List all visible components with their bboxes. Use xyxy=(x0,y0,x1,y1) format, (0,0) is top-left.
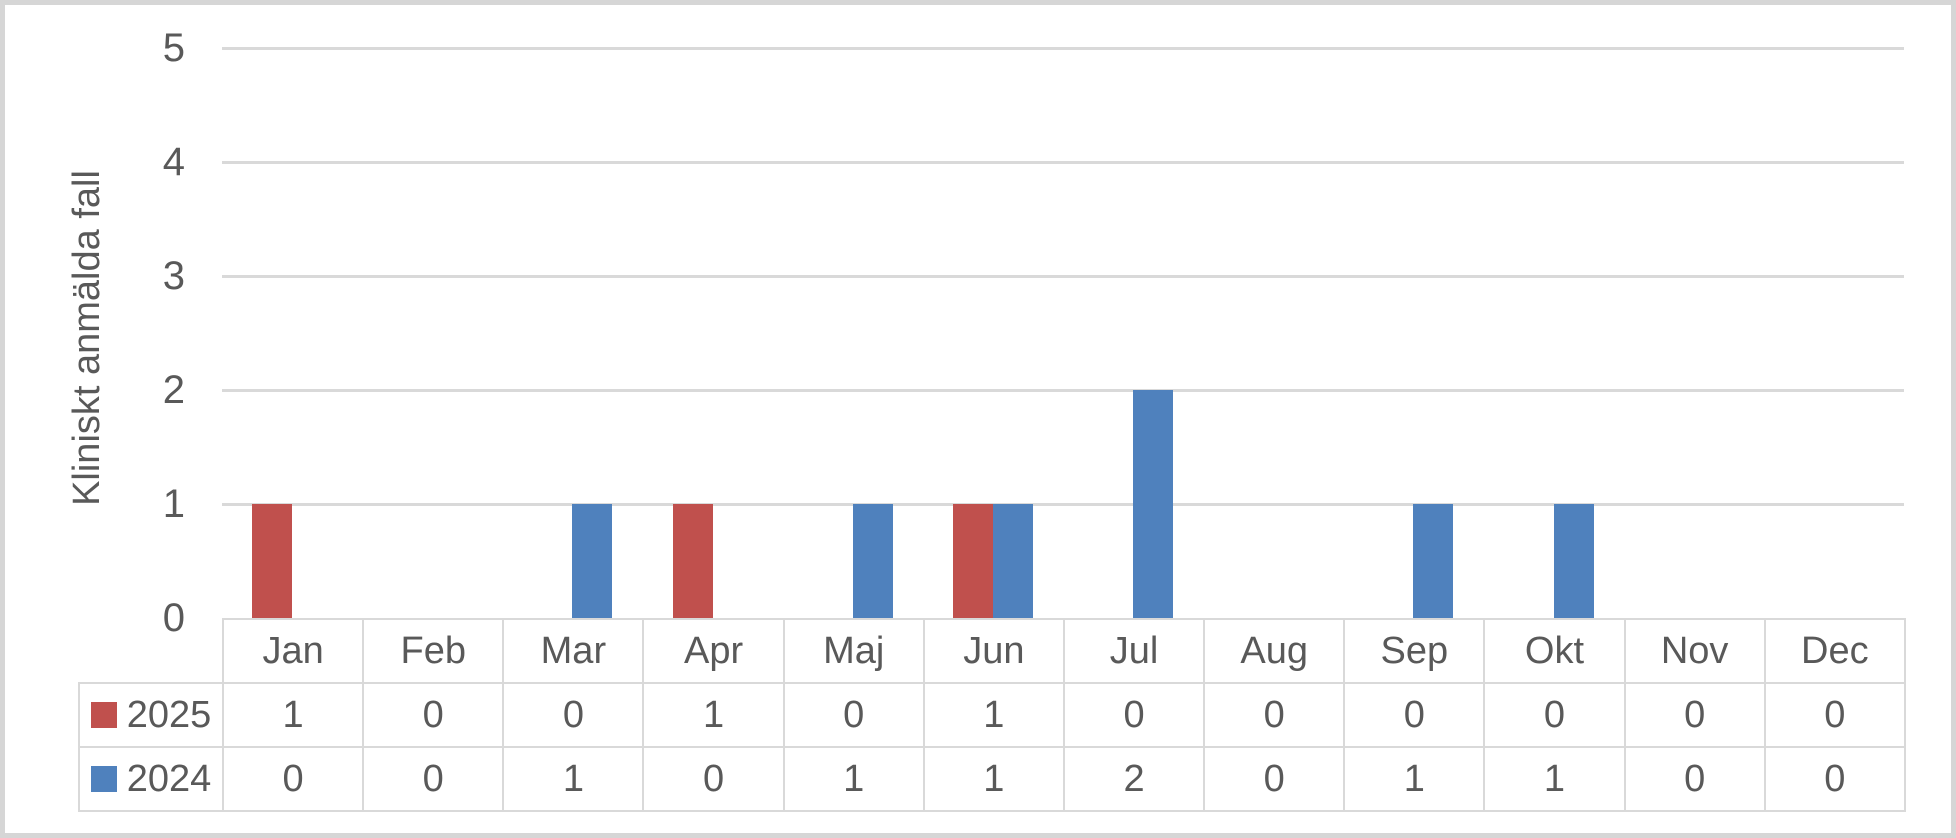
bar-2024-Mar xyxy=(572,504,612,618)
month-header-cell-Mar: Mar xyxy=(502,618,645,684)
table-header-row: Jan Feb Mar Apr Maj Jun Jul Aug Sep Okt Nov Dec xyxy=(79,618,1906,684)
month-header-cell-Jun: Jun xyxy=(922,618,1065,684)
legend-swatch-2025 xyxy=(90,702,117,728)
value-cell-2024-Nov: 0 xyxy=(1623,746,1766,812)
month-header-cell-Sep: Sep xyxy=(1343,618,1486,684)
bar-2024-Maj xyxy=(853,504,893,618)
bar-2025-Jun xyxy=(953,504,993,618)
month-header-cell-Nov: Nov xyxy=(1623,618,1766,684)
bar-2024-Okt xyxy=(1554,504,1594,618)
y-axis-title: Kliniskt anmälda fall xyxy=(66,170,108,506)
month-header-cell-Jul: Jul xyxy=(1062,618,1206,684)
value-cell-2024-Okt: 1 xyxy=(1483,746,1626,812)
legend-cell-2024: 2024 xyxy=(78,746,224,812)
value-cell-2024-Mar: 1 xyxy=(502,746,645,812)
value-cell-2025-Okt: 0 xyxy=(1483,682,1626,748)
gridline-y2 xyxy=(222,389,1904,392)
legend-label-2024: 2024 xyxy=(126,757,212,800)
bar-2024-Jun xyxy=(993,504,1033,618)
y-tick-label-1: 1 xyxy=(162,482,185,526)
value-cell-2024-Sep: 1 xyxy=(1343,746,1486,812)
table-row-2025: 2025 1 0 0 1 0 1 0 0 0 0 0 0 xyxy=(78,682,1906,748)
value-cell-2025-Maj: 0 xyxy=(782,682,925,748)
value-cell-2024-Feb: 0 xyxy=(362,746,505,812)
month-header-cell-Maj: Maj xyxy=(782,618,925,684)
value-cell-2025-Jan: 1 xyxy=(221,682,365,748)
data-table: Jan Feb Mar Apr Maj Jun Jul Aug Sep Okt Nov Dec 2025… xyxy=(78,618,1906,812)
bar-2024-Sep xyxy=(1413,504,1453,618)
value-cell-2024-Dec: 0 xyxy=(1763,746,1906,812)
month-header-cell-Aug: Aug xyxy=(1203,618,1346,684)
y-tick-label-5: 5 xyxy=(162,26,185,70)
legend-cell-2025: 2025 xyxy=(78,682,224,748)
table-corner-cell xyxy=(79,619,223,683)
value-cell-2025-Feb: 0 xyxy=(362,682,505,748)
value-cell-2024-Jul: 2 xyxy=(1062,746,1206,812)
bar-2025-Apr xyxy=(673,504,713,618)
gridline-y5 xyxy=(222,47,1904,50)
bar-2025-Jan xyxy=(252,504,292,618)
value-cell-2024-Apr: 0 xyxy=(642,746,785,812)
table-row-2024: 2024 0 0 1 0 1 1 2 0 1 1 0 0 xyxy=(78,746,1906,812)
month-header-cell-Okt: Okt xyxy=(1483,618,1626,684)
y-tick-label-3: 3 xyxy=(162,254,185,298)
bar-2024-Jul xyxy=(1133,390,1173,618)
value-cell-2025-Jun: 1 xyxy=(922,682,1065,748)
y-tick-label-2: 2 xyxy=(162,368,185,412)
value-cell-2025-Dec: 0 xyxy=(1763,682,1906,748)
month-header-cell-Jan: Jan xyxy=(221,618,365,684)
gridline-y4 xyxy=(222,161,1904,164)
value-cell-2025-Jul: 0 xyxy=(1062,682,1206,748)
gridline-y1 xyxy=(222,503,1904,506)
value-cell-2024-Maj: 1 xyxy=(782,746,925,812)
value-cell-2025-Nov: 0 xyxy=(1623,682,1766,748)
value-cell-2025-Mar: 0 xyxy=(502,682,645,748)
legend-swatch-2024 xyxy=(90,766,117,792)
value-cell-2025-Apr: 1 xyxy=(642,682,785,748)
y-tick-label-4: 4 xyxy=(162,140,185,184)
legend-label-2025: 2025 xyxy=(126,693,212,736)
gridline-y3 xyxy=(222,275,1904,278)
value-cell-2025-Sep: 0 xyxy=(1343,682,1486,748)
value-cell-2024-Jun: 1 xyxy=(922,746,1065,812)
y-tick-label-0: 0 xyxy=(162,596,185,640)
month-header-cell-Dec: Dec xyxy=(1763,618,1906,684)
month-header-cell-Apr: Apr xyxy=(642,618,785,684)
value-cell-2025-Aug: 0 xyxy=(1203,682,1346,748)
value-cell-2024-Aug: 0 xyxy=(1203,746,1346,812)
month-header-cell-Feb: Feb xyxy=(362,618,505,684)
value-cell-2024-Jan: 0 xyxy=(221,746,365,812)
